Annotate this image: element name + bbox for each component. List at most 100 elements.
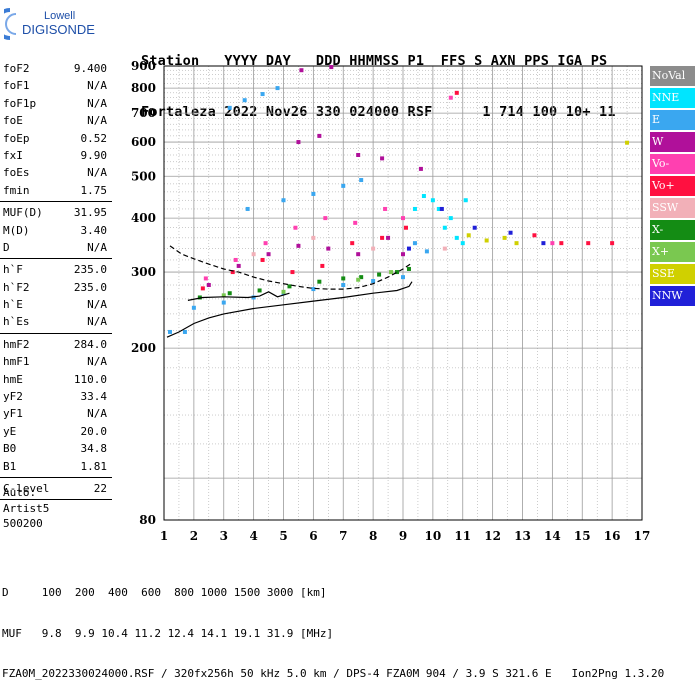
data-point-e [167,329,172,334]
data-point-w [206,283,211,288]
param-value: N/A [87,114,107,128]
legend-item-nne: NNE [650,88,695,108]
data-point-vo- [260,257,265,262]
data-point-w [401,252,405,257]
data-point-vo- [448,95,453,100]
param-row: yF1 N/A [0,405,112,422]
data-point-w [356,152,361,157]
param-value: N/A [87,79,107,93]
data-point-e [227,105,232,110]
param-separator [0,476,112,478]
data-point-e [412,241,417,246]
auto-scaling-info: Auto: Artist5 500200 [3,485,49,532]
param-name: foF1p [3,96,37,110]
param-name: B1 [3,459,17,473]
param-row: hmE 110.0 [0,371,112,388]
param-row: B1 1.81 [0,458,112,475]
param-row: fxI 9.90 [0,147,112,164]
data-point-e [359,178,364,183]
param-row: hmF2 284.0 [0,336,112,353]
param-name: foE [3,114,23,128]
data-point-vo- [383,206,388,211]
data-point-x- [341,276,346,281]
data-point-e [251,295,256,300]
legend-item-vo-: Vo+ [650,176,695,196]
logo-line2: DIGISONDE [22,22,95,37]
x-tick-label: 10 [425,529,442,543]
data-point-x- [356,277,361,282]
param-value: 20.0 [80,424,108,438]
data-point-w [326,246,331,251]
param-value: 284.0 [73,337,107,351]
data-point-x- [221,293,226,298]
param-name: foEp [3,131,30,145]
data-point-e [281,198,286,203]
param-row: foF2 9.400 [0,60,112,77]
param-row: hmF1 N/A [0,353,112,370]
param-value: 0.52 [80,131,108,145]
param-value: 34.8 [80,442,108,456]
data-point-w [386,235,391,240]
param-name: M(D) [3,223,30,237]
data-point-e [260,92,265,97]
param-value: 22 [93,481,107,495]
data-point-nne [460,241,465,246]
param-name: h`F [3,263,23,277]
data-point-vo- [323,216,328,221]
x-tick-label: 13 [514,529,531,543]
data-point-vo- [610,241,615,246]
param-name: h`E [3,298,23,312]
param-name: yE [3,424,17,438]
param-value: 1.81 [80,459,108,473]
x-tick-label: 2 [190,529,198,543]
param-row: yE 20.0 [0,423,112,440]
data-point-e [182,329,187,334]
param-name: hmF2 [3,337,30,351]
data-point-w [296,140,301,145]
param-name: fxI [3,148,23,162]
x-tick-label: 6 [309,529,317,543]
x-tick-label: 11 [454,529,471,543]
small-trace [187,291,290,301]
footer: D 100 200 400 600 800 1000 1500 3000 [km… [2,559,664,694]
param-value: 33.4 [80,390,108,404]
data-point-vo- [263,241,268,246]
param-value: 110.0 [73,372,107,386]
param-row: B0 34.8 [0,440,112,457]
param-name: yF2 [3,390,23,404]
data-point-vo- [353,220,358,225]
data-point-sse [514,241,519,246]
data-point-vo- [233,257,238,262]
lower-trace [166,281,413,338]
param-value: N/A [87,315,107,329]
legend-item-x-: X- [650,220,695,240]
data-point-vo- [559,241,564,246]
param-name: h`Es [3,315,30,329]
data-point-vo- [586,241,591,246]
parameter-panel: foF2 9.400 foF1 N/A foF1p N/A foE N/A foEp 0.52 fx… [0,60,112,502]
data-point-vo- [290,270,295,275]
data-point-nnw [472,225,477,230]
data-point-x- [359,275,364,280]
data-point-x- [389,270,394,275]
param-value: 9.90 [80,148,108,162]
data-point-e [242,98,247,103]
data-point-nnw [508,230,513,235]
data-point-e [245,206,250,211]
data-point-ssw [442,246,447,251]
data-point-x- [227,291,232,296]
data-point-x- [317,279,322,284]
data-point-w [236,263,241,268]
x-tick-label: 14 [544,529,561,543]
data-point-vo- [401,216,405,221]
x-tick-label: 7 [339,529,347,543]
data-point-ssw [311,235,316,240]
plot-frame [163,65,643,521]
data-point-sse [502,235,507,240]
data-point-e [275,86,280,91]
param-value: 235.0 [73,280,107,294]
legend-item-x-: X+ [650,242,695,262]
data-point-nnw [406,246,411,251]
param-value: N/A [87,240,107,254]
param-value: 31.95 [73,206,107,220]
